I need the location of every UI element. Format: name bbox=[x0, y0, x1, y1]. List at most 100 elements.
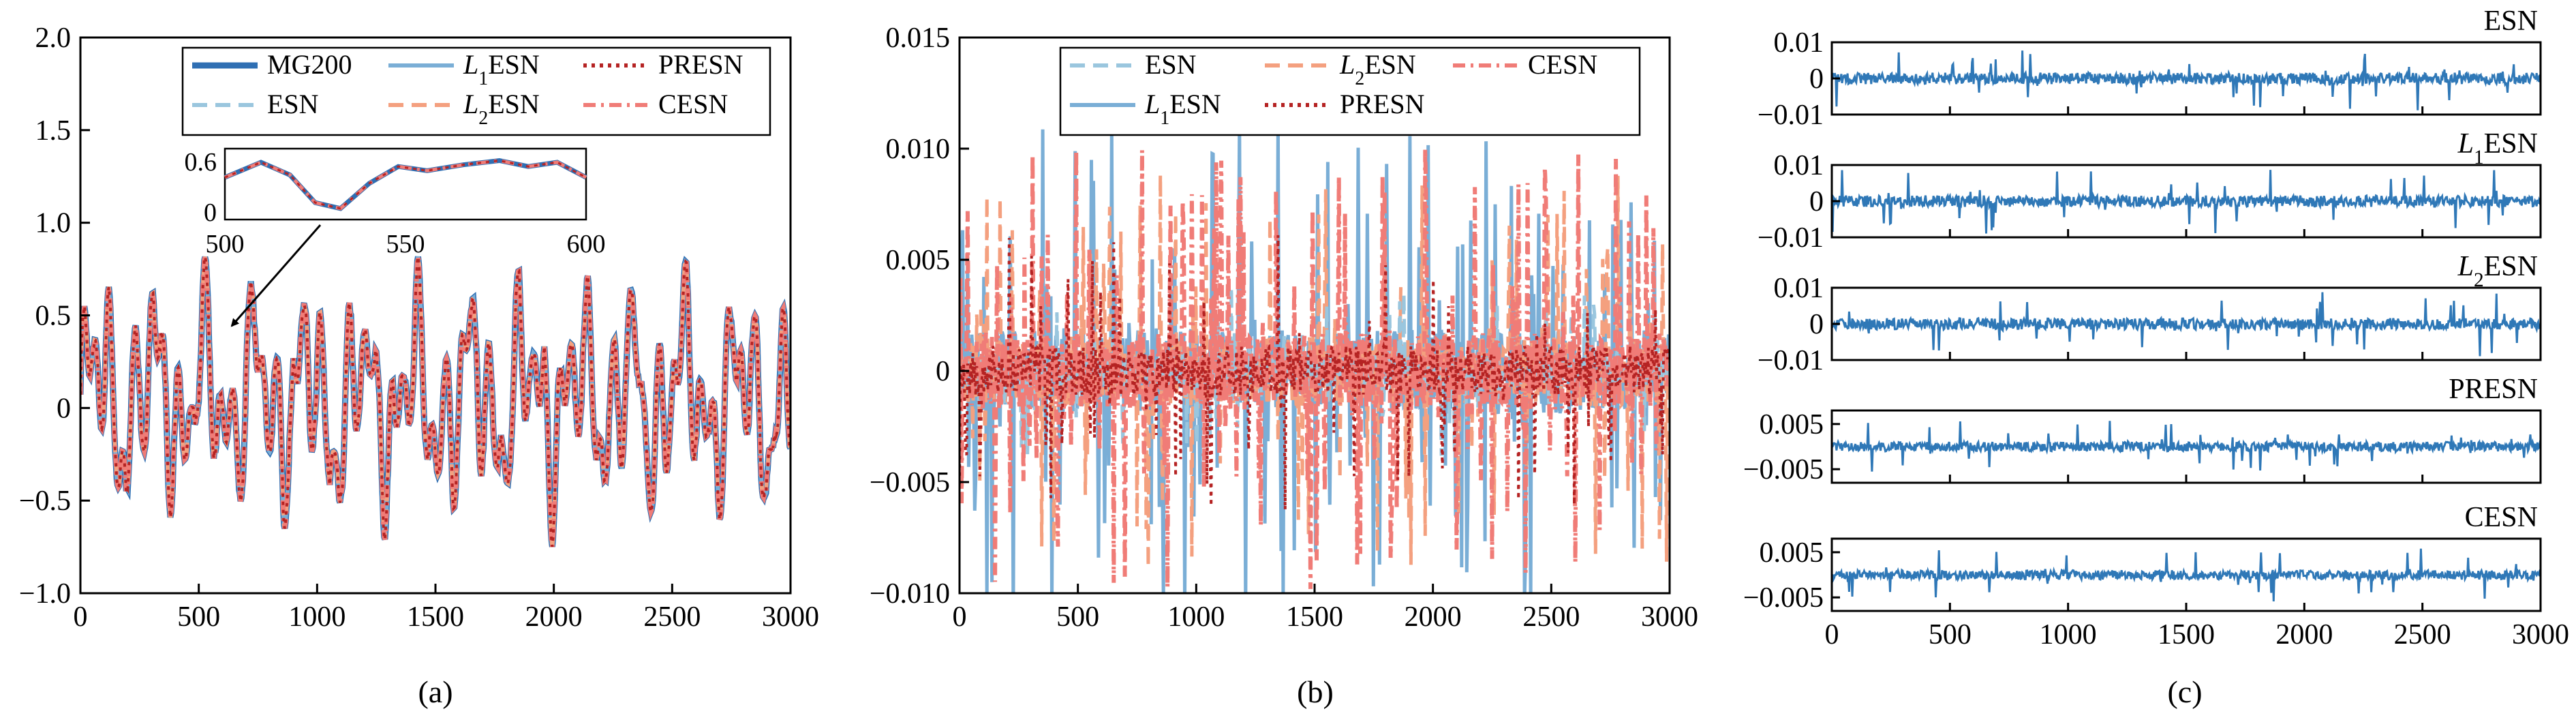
y-tick-label: 0.5 bbox=[35, 301, 72, 332]
panel-a-inset: 500 550 600 0.6 0 bbox=[185, 147, 606, 327]
panel-b-legend: ESN L2ESN CESN L1ESN PRESN bbox=[1059, 46, 1641, 136]
y-tick-label: 0 bbox=[936, 356, 950, 387]
panel-b-series bbox=[960, 126, 1670, 593]
subplot-series bbox=[1832, 292, 2541, 357]
legend-box bbox=[181, 46, 771, 136]
subplot-5: 0.005 −0.005 CESN bbox=[1743, 502, 2542, 614]
inset-series-presn bbox=[224, 159, 587, 210]
subplot-series bbox=[1832, 548, 2541, 601]
legend-label: ESN bbox=[1145, 49, 1197, 80]
y-tick-label: 1.0 bbox=[35, 208, 72, 239]
y-tick-label: −0.5 bbox=[19, 485, 71, 517]
inset-arrow bbox=[230, 224, 322, 327]
panel-b-ticks: 0 500 1000 1500 2000 2500 3000 0.015 0.010 0.005 0… bbox=[870, 23, 1698, 633]
subplot-series bbox=[1832, 50, 2541, 110]
subplot-y-tick-label: −0.005 bbox=[1743, 454, 1824, 485]
x-tick-label: 500 bbox=[1056, 601, 1099, 633]
y-tick-label: 0.005 bbox=[886, 245, 951, 276]
subplot-series-group bbox=[1832, 548, 2541, 601]
inset-y-tick-label: 0 bbox=[204, 198, 217, 227]
panel-b: 0 500 1000 1500 2000 2500 3000 0.015 0.010 0.005 0… bbox=[870, 23, 1698, 709]
x-tick-label: 1000 bbox=[1167, 601, 1225, 633]
inset-x-tick-label: 500 bbox=[206, 230, 245, 258]
y-tick-label: −1.0 bbox=[19, 578, 71, 610]
x-tick-label: 1000 bbox=[288, 601, 346, 633]
subplot-y-tick-label: 0 bbox=[1809, 186, 1824, 218]
subplot-y-tick-label: −0.01 bbox=[1758, 345, 1824, 376]
error-series-presn bbox=[960, 235, 1670, 510]
subplot-title: L2ESN bbox=[2457, 251, 2538, 291]
subplot-series-group bbox=[1832, 292, 2541, 357]
legend-label: PRESN bbox=[658, 49, 743, 80]
subplot-title: ESN bbox=[2484, 5, 2538, 37]
subplot-y-tick-label: 0.01 bbox=[1774, 150, 1824, 181]
subplot-y-tick-label: 0 bbox=[1809, 63, 1824, 95]
x-tick-label: 2500 bbox=[1522, 601, 1580, 633]
y-tick-label: 0 bbox=[57, 393, 71, 424]
inset-x-tick-label: 550 bbox=[386, 230, 425, 258]
legend-label: L2ESN bbox=[463, 89, 540, 129]
subplot-3: 0.01 0 −0.01 L2ESN bbox=[1758, 251, 2542, 376]
x-tick-label: 500 bbox=[177, 601, 220, 633]
subplot-y-tick-label: −0.01 bbox=[1758, 222, 1824, 254]
subplot-y-tick-label: 0.01 bbox=[1774, 273, 1824, 304]
legend-label: L2ESN bbox=[1339, 49, 1416, 89]
x-tick-label: 1500 bbox=[1286, 601, 1343, 633]
x-tick-label: 2000 bbox=[2275, 619, 2333, 650]
x-tick-label: 1000 bbox=[2040, 619, 2097, 650]
x-tick-label: 2000 bbox=[525, 601, 583, 633]
x-tick-label: 3000 bbox=[762, 601, 819, 633]
legend-label: CESN bbox=[1528, 49, 1597, 80]
panel-a-ticks: 0 500 1000 1500 2000 2500 3000 2.0 1.5 1.0 0.5 0 −0.… bbox=[19, 23, 819, 633]
subplot-y-tick-label: −0.01 bbox=[1758, 100, 1824, 131]
x-tick-label: 0 bbox=[1825, 619, 1839, 650]
subplot-series-group bbox=[1832, 421, 2541, 472]
y-tick-label: −0.005 bbox=[870, 467, 950, 498]
x-tick-label: 1500 bbox=[2158, 619, 2215, 650]
y-tick-label: 0.015 bbox=[886, 23, 951, 54]
subplot-y-tick-label: 0.005 bbox=[1760, 409, 1824, 440]
inset-frame bbox=[224, 147, 587, 221]
legend-label: L1ESN bbox=[1144, 89, 1221, 129]
subplot-title: CESN bbox=[2465, 502, 2538, 533]
subplot-y-tick-label: 0.01 bbox=[1774, 27, 1824, 59]
x-tick-label: 3000 bbox=[1641, 601, 1698, 633]
series-presn bbox=[80, 256, 791, 548]
subplot-series bbox=[1832, 170, 2541, 234]
subplot-y-tick-label: −0.005 bbox=[1743, 582, 1824, 614]
panel-a-series bbox=[80, 256, 791, 548]
legend-box bbox=[1059, 46, 1641, 136]
panel-c: 0.01 0 −0.01 ESN 0.01 0 −0.01 L1ESN 0.01 0 −0.01 L2… bbox=[1743, 5, 2569, 709]
inset-x-tick-label: 600 bbox=[567, 230, 606, 258]
panel-c-label: (c) bbox=[2167, 674, 2202, 709]
x-tick-label: 500 bbox=[1929, 619, 1972, 650]
x-tick-label: 2500 bbox=[643, 601, 701, 633]
x-tick-label: 0 bbox=[953, 601, 967, 633]
subplot-1: 0.01 0 −0.01 ESN bbox=[1758, 5, 2542, 131]
panel-a: 0 500 1000 1500 2000 2500 3000 2.0 1.5 1.0 0.5 0 −0.… bbox=[19, 23, 819, 709]
legend-label: PRESN bbox=[1340, 89, 1425, 119]
subplot-4: 0.005 −0.005 PRESN bbox=[1743, 374, 2542, 485]
subplot-title: L1ESN bbox=[2457, 128, 2538, 168]
legend-label: CESN bbox=[658, 89, 728, 119]
subplot-y-tick-label: 0 bbox=[1809, 309, 1824, 340]
subplot-series-group bbox=[1832, 170, 2541, 234]
inset-y-tick-label: 0.6 bbox=[185, 148, 217, 177]
legend-label: ESN bbox=[267, 89, 319, 119]
legend-label: MG200 bbox=[267, 49, 352, 80]
panel-c-subplots: 0.01 0 −0.01 ESN 0.01 0 −0.01 L1ESN 0.01 0 −0.01 L2… bbox=[1743, 5, 2569, 650]
legend-label: L1ESN bbox=[463, 49, 540, 89]
subplot-title: PRESN bbox=[2449, 374, 2538, 405]
panel-b-label: (b) bbox=[1297, 674, 1334, 709]
x-tick-label: 1500 bbox=[407, 601, 464, 633]
x-tick-label: 2500 bbox=[2394, 619, 2451, 650]
subplot-series bbox=[1832, 421, 2541, 472]
x-tick-label: 3000 bbox=[2512, 619, 2569, 650]
panel-a-label: (a) bbox=[418, 674, 453, 709]
y-tick-label: −0.010 bbox=[870, 578, 950, 610]
panel-a-legend: MG200 L1ESN PRESN ESN L2ESN CESN bbox=[181, 46, 771, 136]
y-tick-label: 0.010 bbox=[886, 134, 951, 165]
x-tick-label: 2000 bbox=[1405, 601, 1462, 633]
y-tick-label: 1.5 bbox=[35, 115, 72, 147]
